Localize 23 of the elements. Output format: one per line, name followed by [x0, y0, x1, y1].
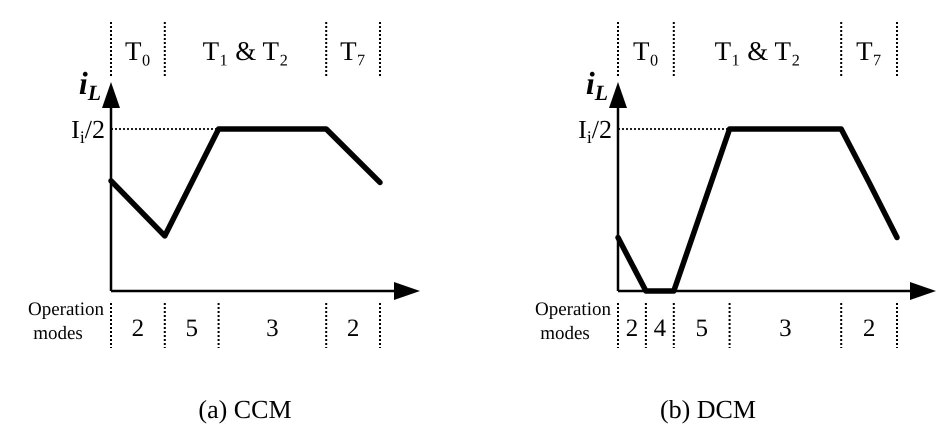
- text: 3: [779, 315, 792, 342]
- text: 5: [185, 315, 198, 342]
- y-axis-title: i$_{L}$: [78, 65, 101, 104]
- text: T₇: [340, 36, 366, 66]
- text: T₁ & T₂: [202, 36, 288, 66]
- y-axis-title: i$_{L}$: [586, 65, 608, 104]
- text: 3: [266, 315, 279, 342]
- ref-line-label: I$_{i}$/2: [71, 115, 105, 146]
- x-axis-title: Operation modes: [28, 299, 104, 344]
- text: T₀: [632, 36, 659, 66]
- text: 4: [654, 315, 667, 342]
- text: T₀: [124, 36, 151, 66]
- text: (a) CCM: [198, 395, 292, 424]
- text: 2: [346, 315, 360, 342]
- text: (b) DCM: [660, 395, 756, 424]
- x-axis-title: Operation modes: [535, 299, 612, 344]
- ref-line-label: I$_{i}$/2: [578, 115, 612, 146]
- text: T₁ & T₂: [714, 36, 800, 66]
- text: 2: [626, 315, 638, 342]
- text: 2: [132, 315, 144, 342]
- text: 2: [862, 315, 876, 342]
- text: T₇: [856, 36, 882, 66]
- text: 5: [695, 315, 708, 342]
